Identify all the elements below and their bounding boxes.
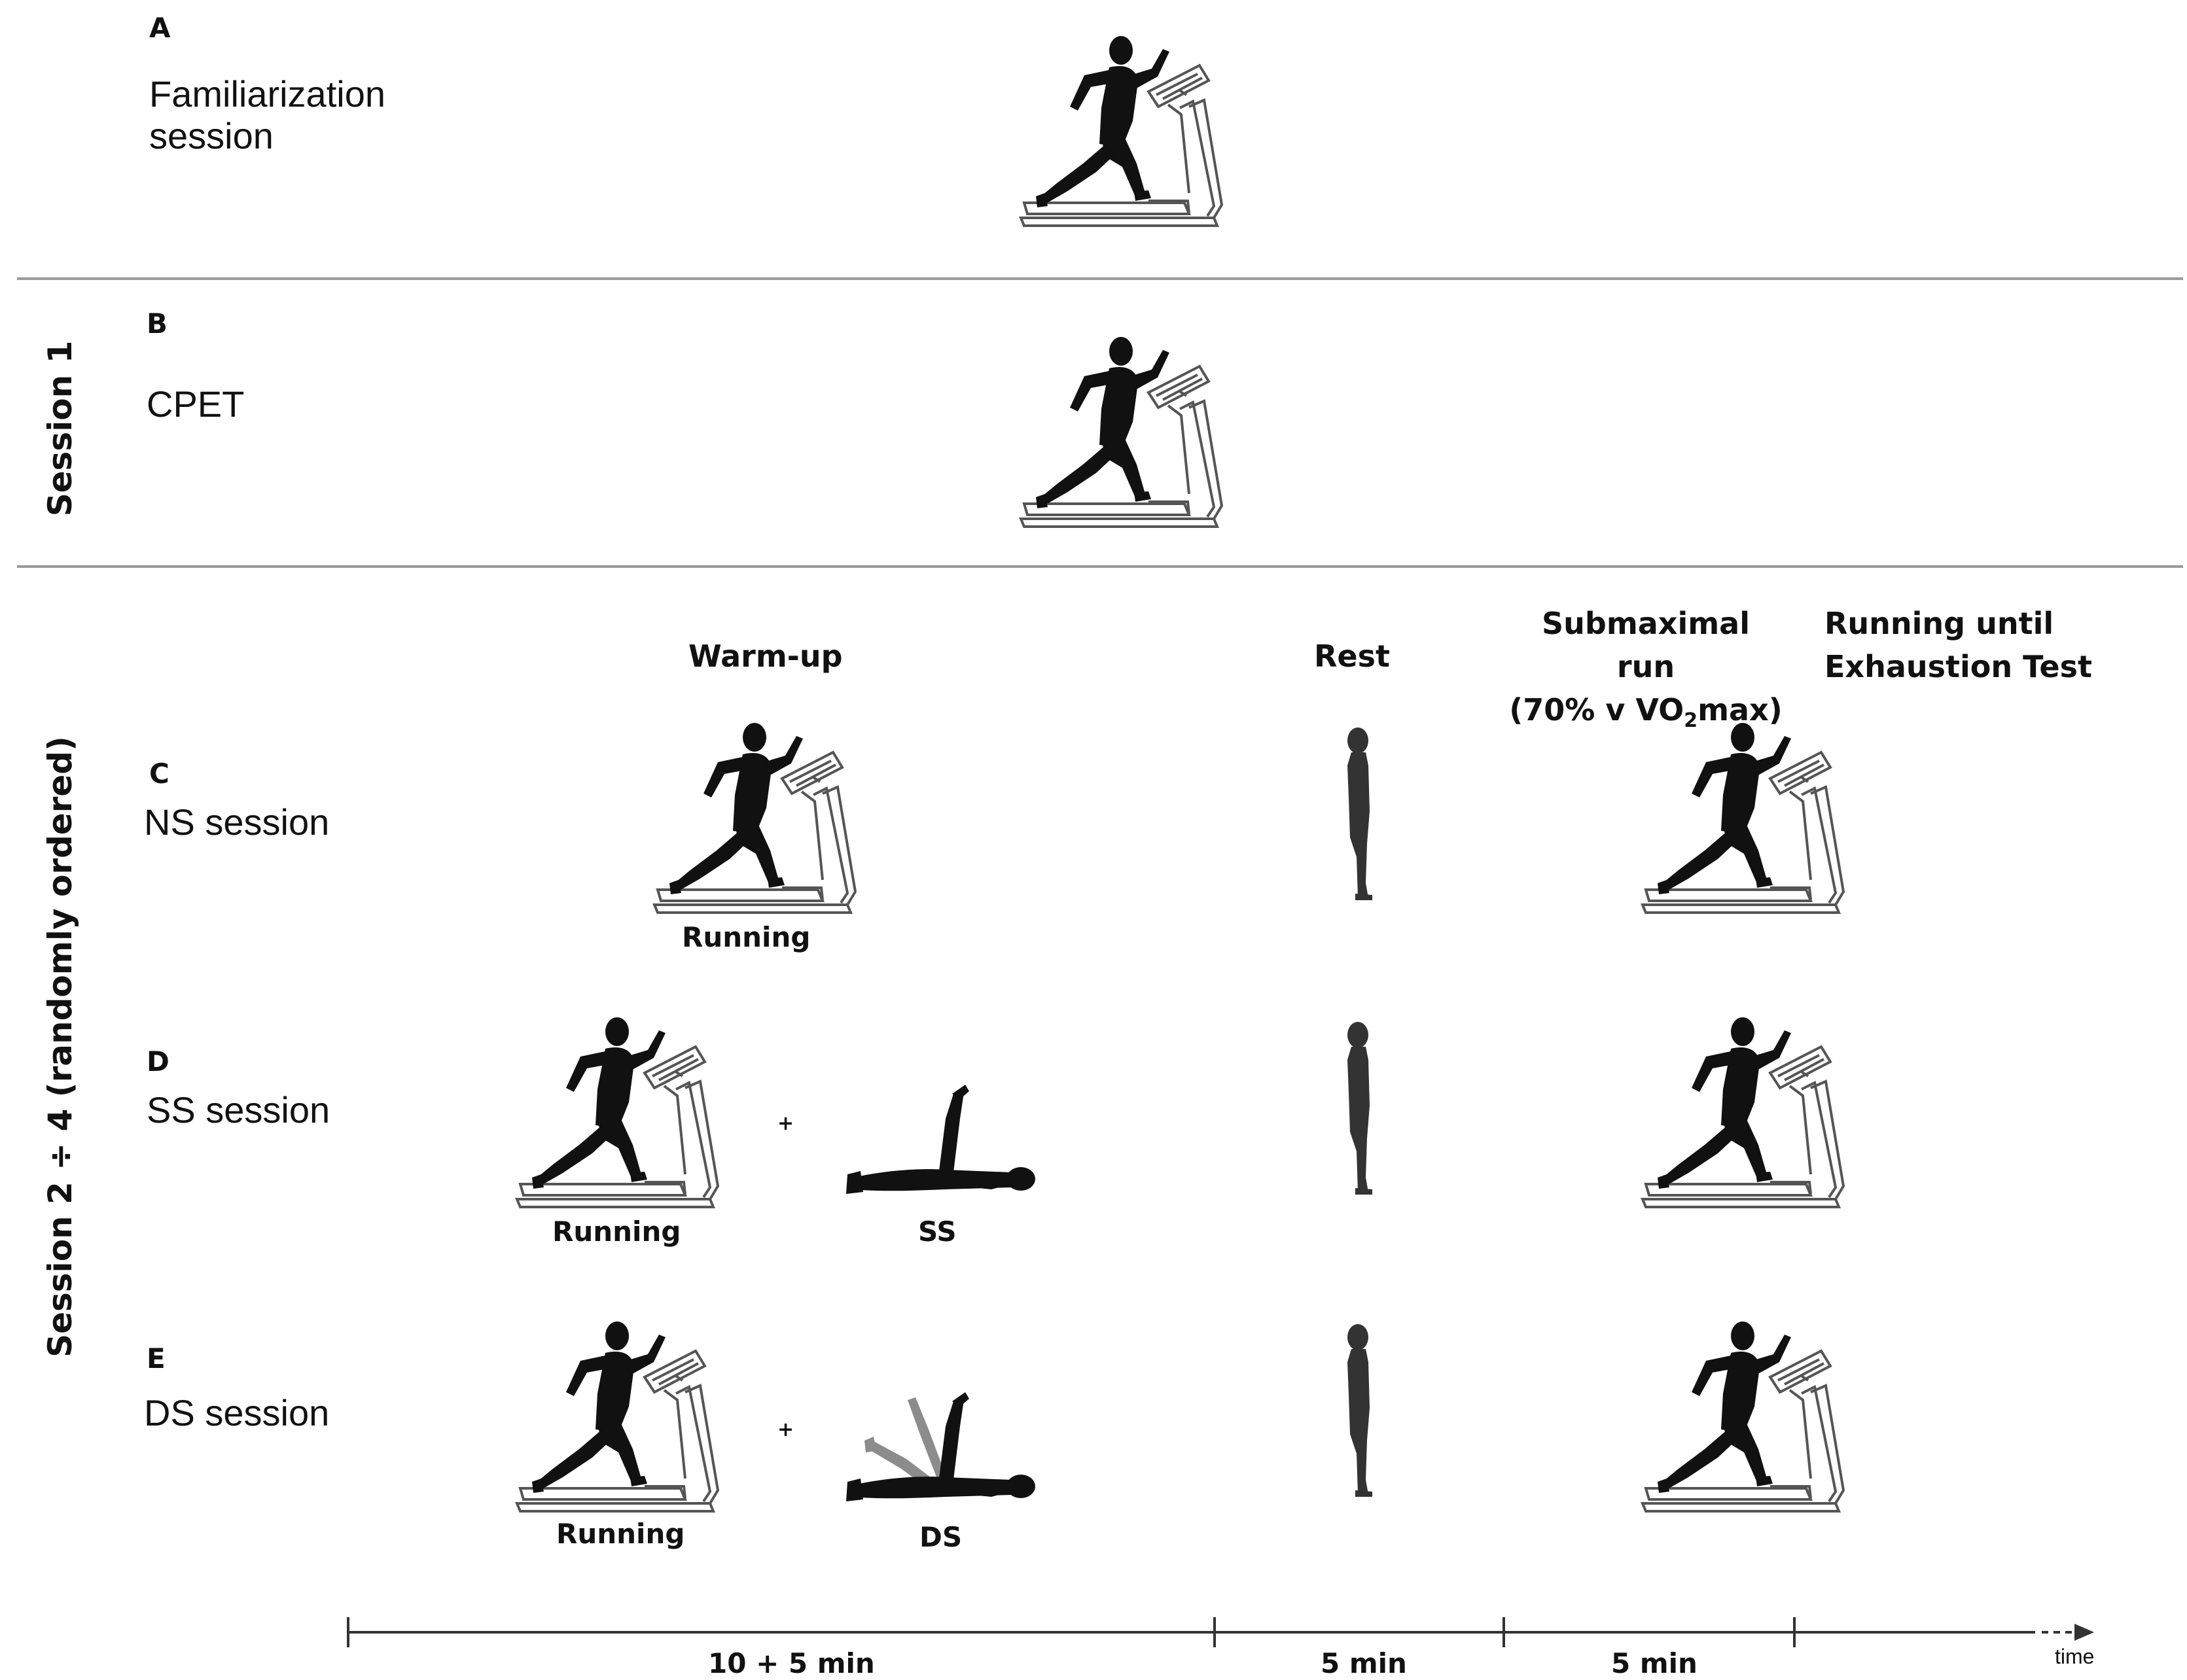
timeline-time-label: time [2055, 1645, 2095, 1668]
panel-name-a-line2: session [149, 115, 274, 156]
exhaustion-line1: Running until [1824, 606, 2054, 641]
caption-ss: SS [918, 1216, 957, 1248]
panel-name-a-line1: Familiarization [149, 73, 385, 114]
column-heading-exhaustion: Running until Exhaustion Test [1824, 602, 2092, 688]
treadmill-runner-icon-d-warmup [516, 1016, 719, 1208]
duration-rest: 5 min [1321, 1647, 1407, 1679]
caption-running-c: Running [682, 921, 811, 953]
panel-name-c: NS session [144, 801, 330, 843]
treadmill-runner-icon-c-warmup [653, 722, 857, 914]
submax-line1: Submaximal run [1542, 606, 1750, 684]
panel-letter-e: E [147, 1342, 166, 1374]
panel-letter-b: B [147, 307, 168, 340]
column-heading-submax: Submaximal run (70% v VO2max) [1508, 602, 1783, 743]
caption-ds: DS [919, 1521, 963, 1553]
submax-line2: (70% v VO2max) [1509, 692, 1783, 733]
dynamic-stretch-icon [846, 1392, 1035, 1501]
panel-name-b: CPET [147, 383, 245, 425]
standing-person-icon-c [1347, 727, 1372, 900]
panel-name-e: DS session [144, 1392, 330, 1433]
plus-sign-e: + [777, 1418, 794, 1441]
panel-letter-c: C [149, 758, 169, 790]
panel-name-d: SS session [147, 1089, 330, 1130]
side-label-session-1: Session 1 [41, 340, 79, 517]
duration-submax: 5 min [1611, 1647, 1698, 1679]
caption-running-e: Running [556, 1518, 685, 1550]
treadmill-runner-icon-a [1020, 35, 1223, 227]
exhaustion-line2: Exhaustion Test [1824, 649, 2092, 684]
timeline-axis [347, 1617, 2094, 1647]
side-label-session-2-4: Session 2 ÷ 4 (randomly ordered) [41, 736, 79, 1357]
column-heading-rest: Rest [1314, 639, 1390, 674]
caption-running-d: Running [552, 1216, 681, 1248]
panel-letter-a: A [149, 12, 171, 44]
column-heading-warmup: Warm-up [688, 639, 843, 674]
separator-middle [17, 565, 2183, 568]
plus-sign-d: + [777, 1112, 794, 1135]
separator-top [17, 277, 2183, 280]
standing-person-icon-e [1347, 1324, 1372, 1497]
treadmill-runner-icon-e-warmup [516, 1320, 719, 1513]
static-stretch-icon [846, 1085, 1035, 1194]
standing-person-icon-d [1347, 1022, 1372, 1195]
panel-letter-d: D [147, 1045, 169, 1077]
treadmill-runner-icon-e-submax [1641, 1320, 1845, 1513]
treadmill-runner-icon-c-submax [1641, 722, 1845, 914]
treadmill-runner-icon-b [1020, 336, 1223, 528]
treadmill-runner-icon-d-submax [1641, 1016, 1845, 1208]
duration-warmup: 10 + 5 min [708, 1647, 875, 1679]
